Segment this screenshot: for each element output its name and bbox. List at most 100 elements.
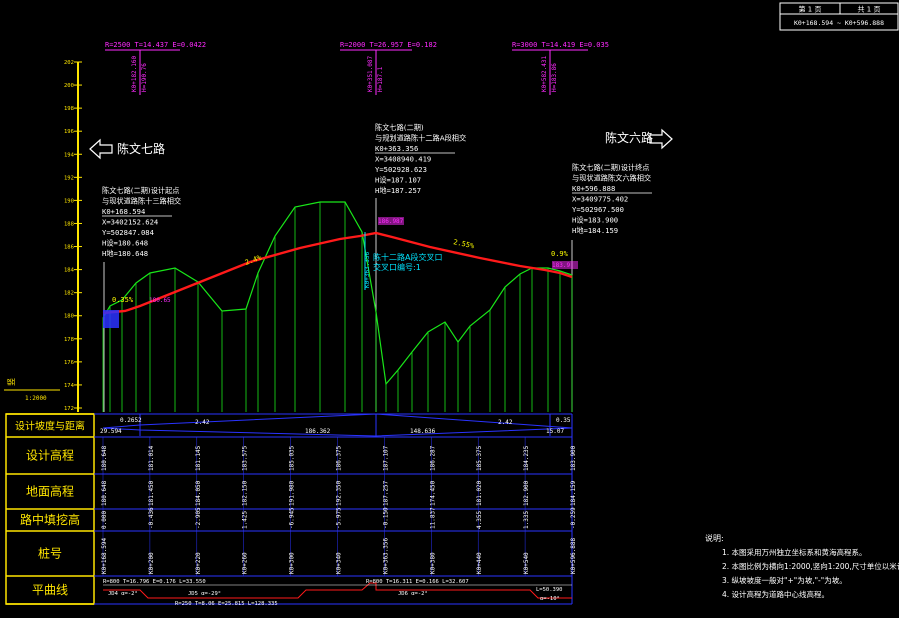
column-value-fill: -0.436: [148, 507, 155, 529]
column-value-fill: -0.259: [570, 507, 577, 529]
curve-1-top: R=800 T=16.796 E=0.176 L=33.550: [103, 579, 206, 585]
grade-3: 2.42: [498, 419, 513, 426]
grade-left-top: 0.2652: [120, 417, 142, 424]
y-axis: 202 200 198 196 194 192 190 188 186 184 182 180 178 1…: [64, 60, 82, 412]
column-value-fill: -0.150: [382, 507, 389, 529]
note-line: X=3408940.419: [375, 155, 431, 164]
horizontal-curve-row: R=800 T=16.796 E=0.176 L=33.550 JD4 α=-2…: [103, 579, 572, 607]
table-row-label: 桩号: [38, 546, 62, 561]
note-line: Y=502847.084: [102, 228, 154, 237]
column-value-ground: 182.150: [242, 480, 249, 506]
column-value-fill: -5.975: [336, 507, 343, 529]
table-row-label: 设计高程: [26, 448, 74, 463]
title-block: 第 1 页 共 1 页 K0+168.594 ~ K0+596.888: [779, 2, 899, 31]
table-row-label: 地面高程: [26, 484, 74, 499]
column-value-design: 187.107: [382, 445, 389, 471]
column-value-ground: 187.257: [382, 480, 389, 506]
design-line: [102, 231, 573, 315]
start-marker: [103, 310, 119, 328]
column-value-ground: 181.020: [476, 480, 483, 506]
grade-row: 0.2652 29.594 2.42 186.362 2.42 148.636 …: [100, 413, 573, 437]
scale-note: 竖 1:2000: [4, 378, 60, 402]
grade-label-3: 0.9%: [551, 250, 569, 258]
elev-start: 180.65: [149, 297, 171, 304]
curve-1-left: JD4 α=-2°: [108, 591, 138, 597]
cyan-intersection-note: K0+363.356 陈十二路A段交叉口 交叉口编号:1: [364, 232, 442, 290]
ground-profile: [102, 201, 573, 412]
note-line: 与现状道路陈文六路相交: [572, 174, 651, 183]
column-value-design: 185.035: [289, 445, 296, 471]
note-line: H设=187.107: [375, 176, 421, 185]
column-value-station: K0+363.356: [382, 537, 389, 574]
column-value-station: K0+260: [242, 552, 249, 574]
scale-ratio: 1:2000: [25, 395, 47, 402]
note-line: Y=502967.500: [572, 205, 624, 214]
y-tick-label: 174: [64, 383, 75, 389]
y-tick-label: 202: [64, 60, 74, 66]
column-value-design: 185.375: [476, 445, 483, 471]
column-value-ground: 191.980: [289, 480, 296, 506]
vc-station-3: K0+582.431: [541, 55, 548, 92]
column-value-ground: 184.159: [570, 480, 577, 506]
table-row-label: 设计坡度与距离: [15, 420, 85, 433]
column-value-fill: 1.425: [242, 511, 249, 529]
note-1: 1. 本图采用万州独立坐标系和黄海高程系。: [722, 547, 867, 557]
column-value-design: 183.900: [570, 445, 577, 471]
vc-label-2: R=2000 T=26.957 E=0.182: [340, 41, 437, 49]
vc-elev-2: H=187.1: [377, 66, 384, 92]
note-line: K0+596.888: [572, 184, 615, 193]
grade-right-top: 0.35: [556, 417, 571, 424]
vc-elev-3: H=183.86: [551, 63, 558, 92]
vertical-curve-labels: R=2500 T=14.437 E=0.0422 R=2000 T=26.957…: [105, 41, 609, 95]
end-marker: [552, 261, 578, 269]
y-tick-label: 188: [64, 221, 74, 227]
note-line: 陈文七路(二期): [375, 123, 424, 132]
vc-label-1: R=2500 T=14.437 E=0.0422: [105, 41, 206, 49]
column-value-design: 181.014: [148, 445, 155, 471]
note-line: Y=502928.623: [375, 165, 427, 174]
column-value-fill: -6.945: [289, 507, 296, 529]
ground-line: [102, 201, 573, 386]
y-tick-label: 192: [64, 175, 74, 181]
grade-label-2: 2.55%: [453, 238, 476, 250]
station-range: K0+168.594 ~ K0+596.888: [794, 19, 884, 27]
curve-2-mid: R=250 T=8.06 E=25.815 L=128.335: [175, 601, 278, 607]
column-value-station: K0+168.594: [101, 537, 108, 574]
column-value-design: 180.648: [101, 445, 108, 471]
column-value-ground: 181.450: [148, 480, 155, 506]
column-value-fill: 11.837: [429, 507, 436, 529]
note-line: X=3409775.402: [572, 195, 628, 204]
grade-label-0: 0.35%: [112, 296, 134, 304]
column-value-station: K0+300: [289, 552, 296, 574]
column-value-fill: 1.335: [523, 511, 530, 529]
y-tick-label: 182: [64, 291, 74, 297]
note-line: H设=180.648: [102, 239, 148, 248]
note-2: 2. 本图比例为横向1:2000,竖向1:200,尺寸单位以米计。: [722, 561, 899, 571]
grade-right-bot: 15.07: [546, 428, 564, 435]
note-line: 与现状道路陈十三路相交: [102, 197, 181, 206]
dist-3: 148.636: [410, 428, 436, 435]
column-value-ground: 192.350: [336, 480, 343, 506]
scale-label: 竖: [7, 378, 16, 386]
curve-3-top: R=800 T=16.311 E=0.166 L=32.607: [366, 579, 469, 585]
column-value-design: 184.235: [523, 445, 530, 471]
notes-heading: 说明:: [705, 533, 724, 543]
right-road-name: 陈文六路: [605, 130, 653, 145]
column-value-station: K0+596.888: [570, 537, 577, 574]
page-number: 第 1 页: [799, 5, 822, 14]
y-tick-label: 196: [64, 129, 74, 135]
y-tick-label: 190: [64, 198, 74, 204]
note-line: H设=183.900: [572, 216, 618, 225]
column-value-design: 186.375: [336, 445, 343, 471]
table-row-label: 路中填挖高: [20, 512, 80, 527]
note-4: 4. 设计高程为道路中心线高程。: [722, 589, 829, 599]
note-line: H地=180.648: [102, 249, 148, 258]
y-tick-label: 184: [64, 268, 75, 274]
column-value-ground: 184.050: [195, 480, 202, 506]
column-value-station: K0+440: [476, 552, 483, 574]
